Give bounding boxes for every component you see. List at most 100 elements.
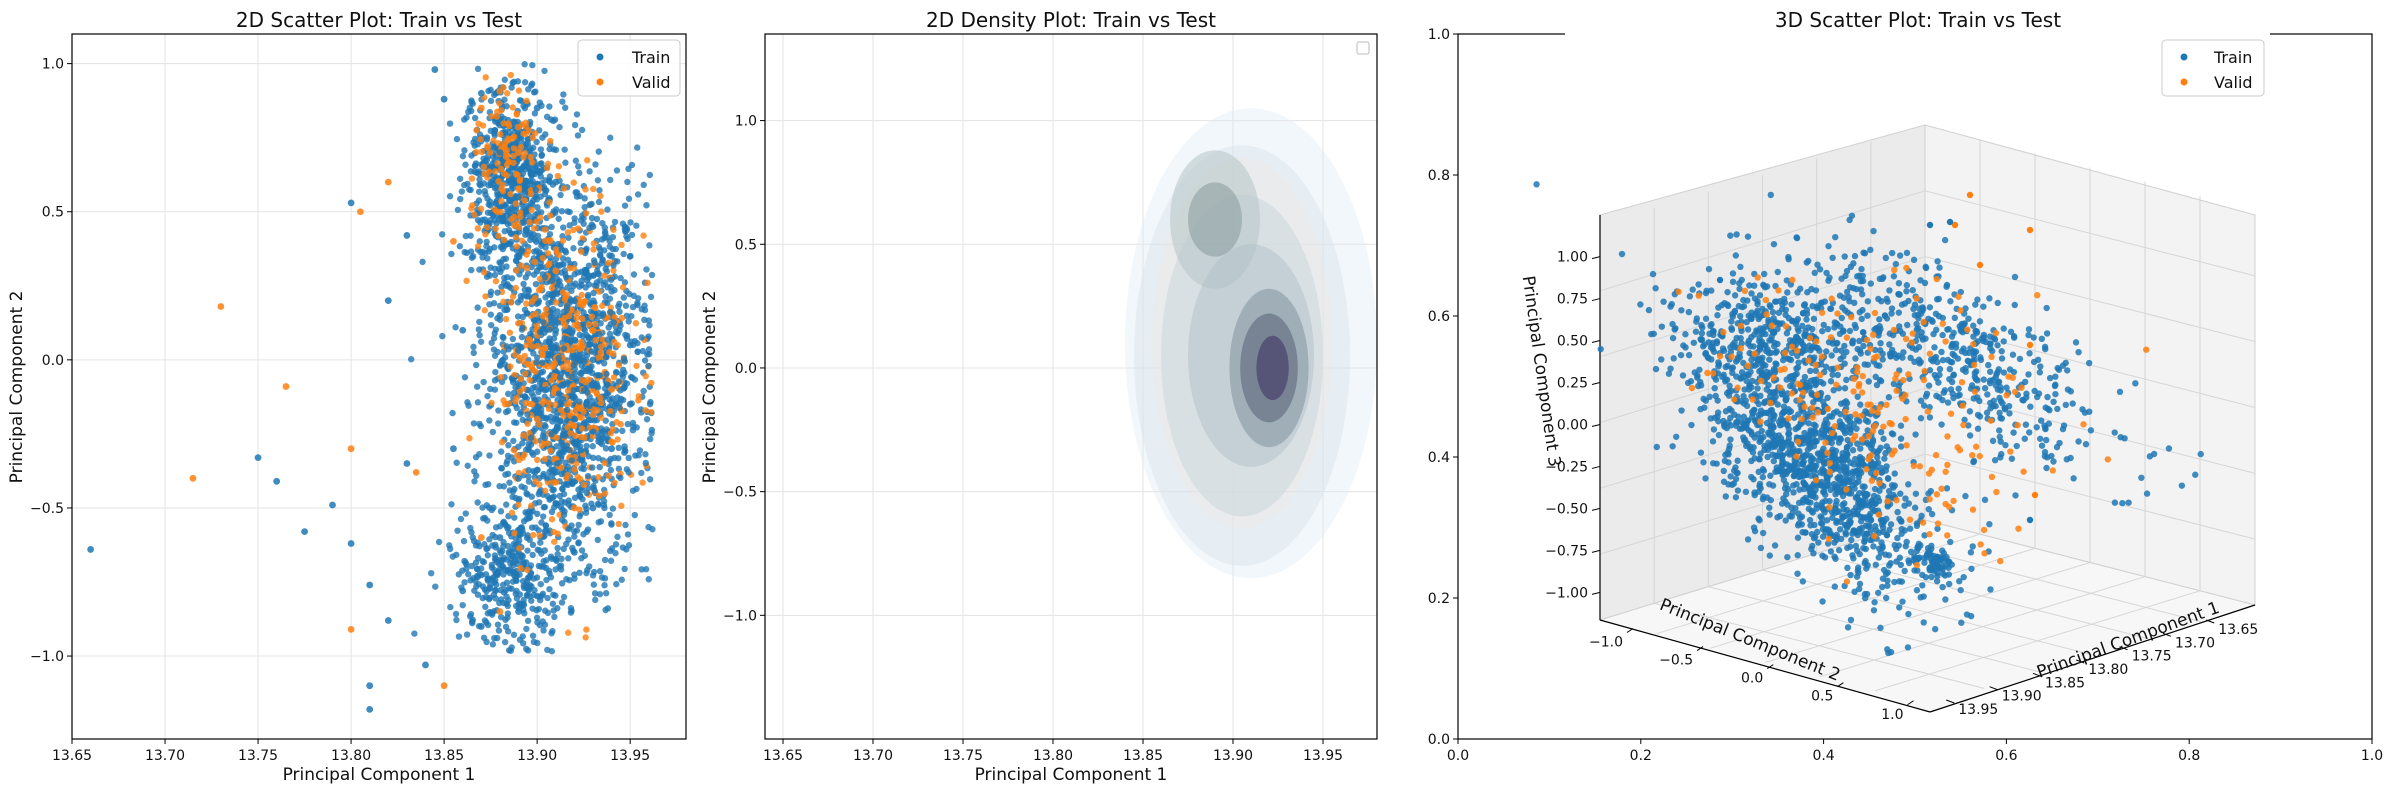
valid-point bbox=[575, 325, 583, 332]
train-point bbox=[1905, 297, 1912, 305]
train-point bbox=[501, 638, 509, 646]
train-point bbox=[2070, 475, 2077, 482]
train-point bbox=[580, 273, 588, 280]
valid-point bbox=[495, 232, 502, 240]
train-point bbox=[1890, 484, 1897, 491]
train-point bbox=[552, 592, 559, 599]
valid-point bbox=[282, 383, 290, 390]
train-point bbox=[1697, 378, 1704, 386]
train-point bbox=[2002, 441, 2009, 449]
train-point bbox=[591, 590, 599, 597]
train-point bbox=[575, 521, 582, 529]
valid-point bbox=[578, 414, 585, 421]
train-point bbox=[646, 242, 653, 249]
valid-point bbox=[533, 456, 541, 464]
valid-point bbox=[356, 208, 364, 216]
train-point bbox=[576, 569, 583, 577]
train-point bbox=[642, 459, 649, 467]
train-point bbox=[495, 407, 502, 414]
scatter-2d-ylabel: Principal Component 2 bbox=[7, 291, 27, 484]
train-point bbox=[1771, 542, 1779, 549]
train-point bbox=[490, 504, 497, 511]
train-point bbox=[1877, 464, 1885, 472]
train-point bbox=[456, 175, 464, 182]
train-point bbox=[1811, 269, 1818, 277]
train-point bbox=[1886, 562, 1893, 569]
train-point bbox=[550, 146, 557, 153]
train-point bbox=[1849, 481, 1857, 489]
train-point bbox=[560, 91, 567, 98]
train-point bbox=[1824, 420, 1831, 427]
train-point bbox=[558, 599, 566, 606]
train-point bbox=[482, 603, 489, 611]
train-point bbox=[484, 195, 491, 202]
train-point bbox=[1972, 301, 1979, 308]
valid-point bbox=[521, 197, 528, 204]
train-point bbox=[646, 476, 654, 483]
train-point bbox=[1860, 342, 1867, 350]
train-point bbox=[1897, 422, 1905, 429]
train-point bbox=[1914, 311, 1922, 319]
train-point bbox=[617, 474, 624, 482]
valid-point bbox=[615, 361, 623, 369]
valid-point bbox=[592, 336, 599, 344]
train-point bbox=[347, 199, 355, 207]
train-point bbox=[1995, 366, 2002, 373]
train-point bbox=[1970, 333, 1977, 340]
train-point bbox=[2043, 464, 2050, 472]
train-point bbox=[2082, 440, 2090, 448]
train-point bbox=[1865, 523, 1872, 530]
train-point bbox=[558, 498, 565, 505]
train-point bbox=[1763, 368, 1770, 376]
train-point bbox=[1974, 296, 1981, 303]
train-point bbox=[608, 252, 615, 260]
train-point bbox=[419, 258, 426, 266]
train-point bbox=[454, 206, 462, 214]
train-point bbox=[647, 398, 654, 406]
train-point bbox=[634, 191, 642, 198]
train-point bbox=[585, 453, 592, 460]
train-point bbox=[1709, 438, 1717, 445]
valid-point bbox=[503, 172, 511, 179]
valid-point bbox=[515, 149, 522, 156]
train-point bbox=[1726, 382, 1733, 390]
train-point bbox=[1858, 265, 1865, 273]
train-point bbox=[548, 630, 555, 637]
train-point bbox=[1855, 564, 1862, 571]
train-point bbox=[2054, 405, 2061, 413]
train-point bbox=[487, 202, 494, 209]
train-point bbox=[476, 131, 484, 138]
train-point bbox=[1981, 496, 1989, 504]
train-point bbox=[593, 282, 600, 289]
train-point bbox=[1925, 506, 1932, 513]
train-point bbox=[627, 252, 634, 260]
train-point bbox=[520, 558, 527, 566]
valid-point bbox=[608, 386, 615, 393]
train-point bbox=[1837, 411, 1844, 418]
valid-point bbox=[551, 372, 558, 380]
train-point bbox=[1808, 389, 1815, 397]
train-point bbox=[634, 299, 641, 307]
train-point bbox=[609, 395, 616, 402]
train-point bbox=[1938, 348, 1945, 356]
valid-point bbox=[543, 164, 551, 172]
train-point bbox=[1832, 555, 1839, 562]
valid-point bbox=[515, 501, 522, 508]
train-point bbox=[1980, 303, 1987, 310]
train-point bbox=[1904, 644, 1912, 651]
train-point bbox=[1856, 309, 1863, 316]
train-point bbox=[604, 336, 611, 343]
train-point bbox=[1771, 443, 1779, 450]
train-point bbox=[1770, 457, 1777, 465]
train-point bbox=[1722, 363, 1729, 371]
valid-point bbox=[556, 511, 563, 518]
train-point bbox=[2016, 355, 2024, 363]
train-point bbox=[1855, 418, 1863, 425]
train-point bbox=[1986, 368, 1994, 375]
train-point bbox=[484, 392, 491, 400]
train-point bbox=[625, 165, 632, 173]
train-point bbox=[2146, 453, 2154, 460]
train-point bbox=[2003, 384, 2010, 391]
train-point bbox=[1682, 331, 1689, 338]
train-point bbox=[509, 578, 517, 585]
